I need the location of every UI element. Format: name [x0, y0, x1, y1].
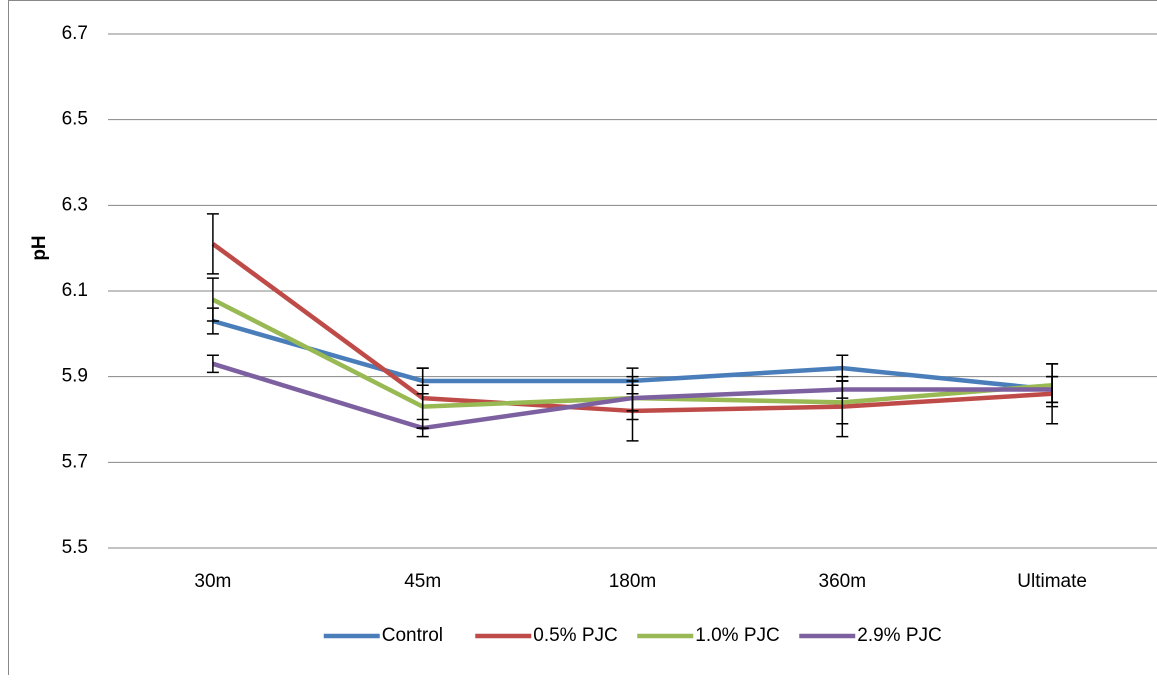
legend-label: 2.9% PJC: [857, 625, 941, 646]
y-tick-label: 6.7: [62, 23, 88, 44]
y-tick-label: 5.9: [62, 366, 88, 387]
y-tick-label: 6.5: [62, 109, 88, 130]
error-bar: [207, 214, 219, 274]
x-tick-label: 360m: [819, 571, 867, 592]
y-tick-label: 5.5: [62, 537, 88, 558]
y-axis-label: pH: [29, 235, 50, 260]
legend-label: 0.5% PJC: [533, 625, 617, 646]
legend-label: Control: [382, 625, 443, 646]
x-tick-label: 45m: [404, 571, 441, 592]
y-tick-label: 6.3: [62, 194, 88, 215]
y-tick-label: 5.7: [62, 451, 88, 472]
chart-border: [9, 1, 1157, 676]
x-tick-label: 30m: [194, 571, 231, 592]
y-tick-label: 6.1: [62, 280, 88, 301]
x-tick-label: 180m: [609, 571, 657, 592]
x-tick-label: Ultimate: [1017, 571, 1087, 592]
legend-label: 1.0% PJC: [695, 625, 779, 646]
